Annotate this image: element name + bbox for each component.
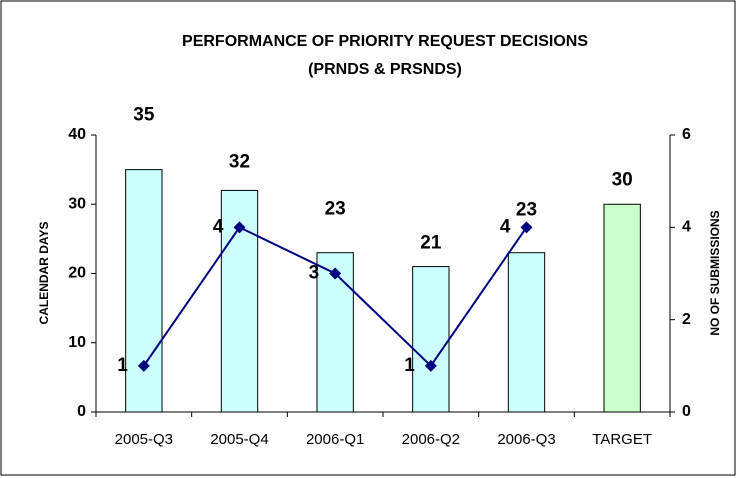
y2-tick-label: 0 bbox=[682, 403, 691, 420]
line-marker bbox=[520, 221, 533, 234]
y-axis-title: CALENDAR DAYS bbox=[37, 222, 51, 325]
line-marker bbox=[233, 221, 246, 234]
line-value-label: 1 bbox=[117, 355, 128, 376]
line-value-label: 1 bbox=[404, 355, 415, 376]
bar-value-label: 23 bbox=[325, 199, 346, 220]
bar bbox=[412, 266, 450, 413]
bar bbox=[125, 169, 163, 413]
x-tick-label: 2005-Q3 bbox=[115, 431, 173, 448]
line-value-label: 4 bbox=[213, 216, 224, 237]
line-marker bbox=[329, 267, 342, 280]
bar-value-label: 23 bbox=[516, 200, 537, 221]
x-tick-label: 2005-Q4 bbox=[210, 431, 268, 448]
chart-subtitle: (PRNDS & PRSNDS) bbox=[308, 61, 462, 78]
bar bbox=[603, 203, 641, 413]
chart-title: PERFORMANCE OF PRIORITY REQUEST DECISION… bbox=[182, 33, 588, 50]
y2-tick-label: 2 bbox=[682, 311, 691, 328]
bar-value-label: 21 bbox=[420, 233, 442, 254]
x-tick-label: 2006-Q2 bbox=[402, 431, 460, 448]
line-marker bbox=[137, 359, 150, 372]
y-tick-label: 10 bbox=[68, 334, 86, 351]
bar-value-label: 32 bbox=[229, 151, 250, 172]
x-tick-label: TARGET bbox=[592, 431, 652, 448]
y-tick-label: 40 bbox=[68, 126, 86, 143]
y-tick-label: 0 bbox=[77, 403, 86, 420]
x-tick-label: 2006-Q1 bbox=[306, 431, 364, 448]
bar-value-label: 35 bbox=[133, 105, 155, 126]
y2-tick-label: 6 bbox=[682, 126, 691, 143]
y-tick-label: 30 bbox=[68, 195, 86, 212]
x-tick-label: 2006-Q3 bbox=[497, 431, 555, 448]
line-value-label: 3 bbox=[309, 263, 320, 284]
y2-tick-label: 4 bbox=[682, 219, 691, 236]
y-tick-label: 20 bbox=[68, 265, 86, 282]
line-value-label: 4 bbox=[500, 216, 511, 237]
y2-axis-title: NO OF SUBMISSIONS bbox=[708, 210, 722, 335]
line-marker bbox=[424, 359, 437, 372]
bar-value-label: 30 bbox=[612, 169, 633, 190]
bar bbox=[507, 252, 546, 413]
